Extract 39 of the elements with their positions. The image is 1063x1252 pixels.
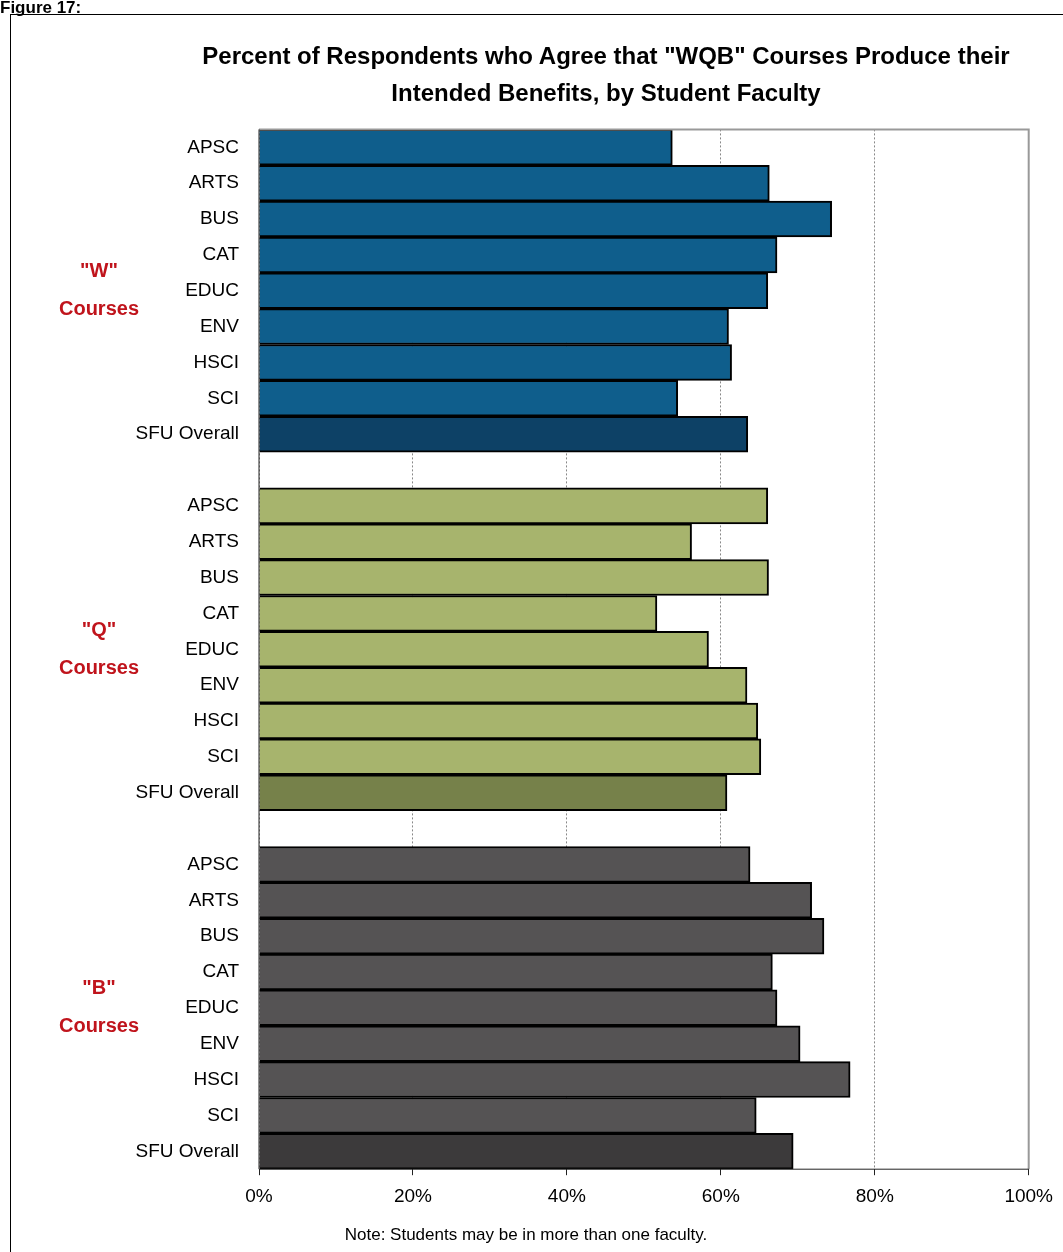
- y-tick-label: EDUC: [185, 996, 239, 1018]
- y-tick-label: CAT: [202, 960, 240, 982]
- x-tick-label: 0%: [245, 1184, 273, 1206]
- y-tick-label: ARTS: [188, 888, 239, 910]
- text: "B" Courses: [58, 976, 140, 1037]
- y-tick-label: CAT: [202, 243, 240, 265]
- y-tick-label: EDUC: [185, 637, 239, 659]
- caption: Figure 17:: [0, 0, 82, 18]
- y-tick-label: APSC: [187, 135, 239, 157]
- y-tick-label: SCI: [207, 386, 239, 408]
- y-tick-label: BUS: [199, 207, 239, 229]
- x-tick-label: 100%: [1004, 1184, 1054, 1206]
- y-tick-label: APSC: [187, 494, 239, 516]
- text: "W" Courses: [58, 259, 140, 320]
- y-tick-label: HSCI: [193, 709, 239, 731]
- y-tick-label: ENV: [199, 1031, 240, 1053]
- y-tick-label: APSC: [187, 852, 239, 874]
- y-tick-label: CAT: [202, 601, 240, 623]
- x-tick-label: 40%: [547, 1184, 586, 1206]
- y-tick-label: BUS: [199, 924, 239, 946]
- x-tick-label: 80%: [855, 1184, 894, 1206]
- y-tick-label: SFU Overall: [135, 1139, 239, 1161]
- y-tick-label: ARTS: [188, 529, 239, 551]
- text: Note: Students may be in more than one faculty.: [343, 1225, 709, 1245]
- y-tick-label: BUS: [199, 565, 239, 587]
- y-tick-label: ARTS: [188, 171, 239, 193]
- y-tick-label: HSCI: [193, 1067, 239, 1089]
- y-tick-label: ENV: [199, 314, 240, 336]
- y-tick-label: SFU Overall: [135, 422, 239, 444]
- text: "Q" Courses: [58, 617, 140, 678]
- y-tick-label: ENV: [199, 673, 240, 695]
- y-tick-label: SCI: [207, 745, 239, 767]
- y-tick-label: SCI: [207, 1103, 239, 1125]
- y-tick-label: SFU Overall: [135, 780, 239, 802]
- chart-title: Percent of Respondents who Agree that "WQB" Courses Produce their Intended Benefits, by Student Faculty: [201, 41, 1011, 108]
- y-tick-label: EDUC: [185, 278, 239, 300]
- x-tick-label: 20%: [393, 1184, 433, 1206]
- x-tick-label: 60%: [701, 1184, 740, 1206]
- y-tick-label: HSCI: [193, 350, 239, 372]
